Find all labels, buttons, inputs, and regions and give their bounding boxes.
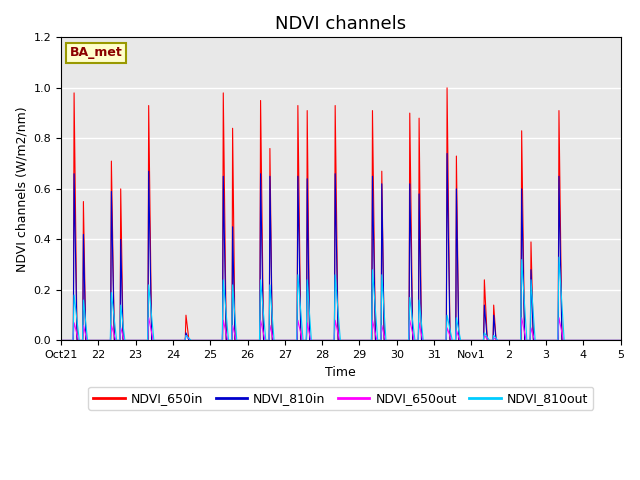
- Text: BA_met: BA_met: [69, 47, 122, 60]
- X-axis label: Time: Time: [325, 366, 356, 379]
- Title: NDVI channels: NDVI channels: [275, 15, 406, 33]
- Legend: NDVI_650in, NDVI_810in, NDVI_650out, NDVI_810out: NDVI_650in, NDVI_810in, NDVI_650out, NDV…: [88, 387, 593, 410]
- Y-axis label: NDVI channels (W/m2/nm): NDVI channels (W/m2/nm): [15, 106, 28, 272]
